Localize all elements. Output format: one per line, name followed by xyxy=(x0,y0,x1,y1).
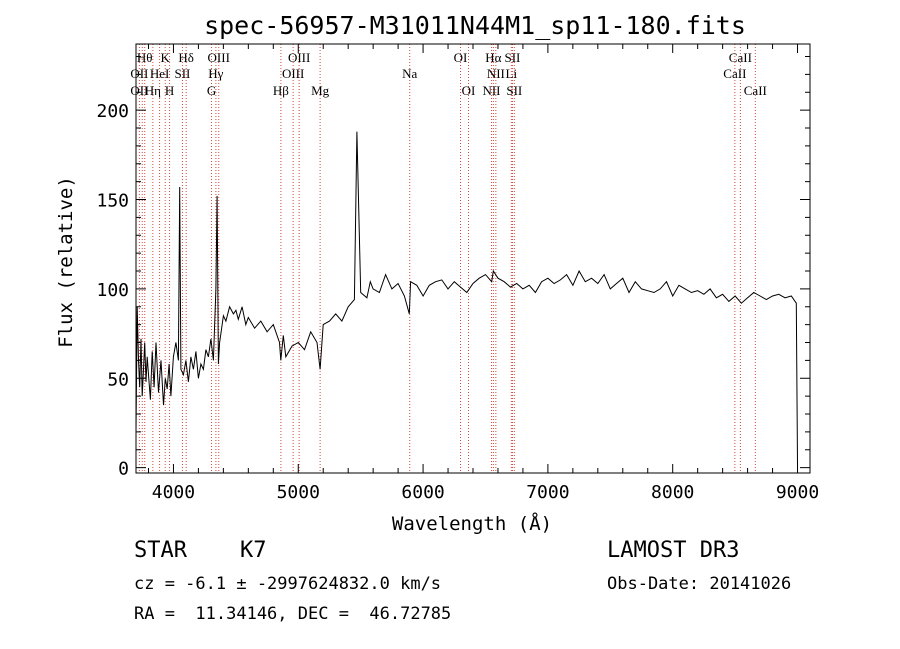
line-label: Na xyxy=(402,66,417,81)
survey-name: LAMOST DR3 xyxy=(607,538,740,563)
x-tick-label: 7000 xyxy=(526,482,569,503)
line-label: OI xyxy=(462,83,476,98)
line-label: Hη xyxy=(145,83,161,98)
y-axis-label: Flux (relative) xyxy=(55,176,77,348)
x-tick-label: 4000 xyxy=(152,482,195,503)
x-tick-label: 9000 xyxy=(776,482,819,503)
line-label: Hγ xyxy=(208,66,223,81)
coordinates-text: RA = 11.34146, DEC = 46.72785 xyxy=(134,604,452,624)
line-label: OI xyxy=(454,50,468,65)
observation-date: Obs-Date: 20141026 xyxy=(607,574,792,594)
plot-frame xyxy=(135,43,811,474)
x-tick-label: 5000 xyxy=(277,482,320,503)
line-label: CaII xyxy=(744,83,767,98)
line-label: NII xyxy=(482,83,500,98)
line-label: Hα xyxy=(485,50,501,65)
line-label: CaII xyxy=(729,50,752,65)
line-label: Mg xyxy=(311,83,330,98)
line-label: Hθ xyxy=(137,50,153,65)
y-tick-label: 100 xyxy=(96,280,129,301)
x-tick-label: 6000 xyxy=(401,482,444,503)
line-label: Hδ xyxy=(178,50,194,65)
line-label: Hβ xyxy=(273,83,289,98)
line-label: Li xyxy=(506,66,518,81)
x-tick-label: 8000 xyxy=(651,482,694,503)
y-tick-label: 200 xyxy=(96,101,129,122)
chart-title: spec-56957-M31011N44M1_sp11-180.fits xyxy=(204,11,746,40)
line-label: HeI xyxy=(150,66,170,81)
line-label: SII xyxy=(506,83,522,98)
line-label: OIII xyxy=(288,50,310,65)
line-label: SII xyxy=(174,66,190,81)
line-label: NII xyxy=(487,66,505,81)
y-tick-label: 0 xyxy=(118,459,129,480)
line-markers xyxy=(138,44,756,473)
line-label: OII xyxy=(130,83,148,98)
line-label: G xyxy=(207,83,216,98)
line-label: CaII xyxy=(723,66,746,81)
line-label: OIII xyxy=(282,66,304,81)
spectrum-series xyxy=(135,131,798,465)
line-label: OIII xyxy=(208,50,230,65)
y-tick-label: 50 xyxy=(107,369,129,390)
line-label: SII xyxy=(504,50,520,65)
line-label: H xyxy=(165,83,174,98)
x-axis-label: Wavelength (Å) xyxy=(392,512,552,535)
x-axis: 4000 5000 6000 7000 8000 9000 xyxy=(147,44,819,503)
line-label: K xyxy=(161,50,171,65)
y-tick-label: 150 xyxy=(96,191,129,212)
redshift-text: cz = -6.1 ± -2997624832.0 km/s xyxy=(134,574,442,594)
y-axis: 0 50 100 150 200 xyxy=(96,56,810,480)
object-subclass: K7 xyxy=(240,538,267,563)
line-label: OII xyxy=(130,66,148,81)
object-class: STAR xyxy=(134,538,187,563)
spectrum-line xyxy=(135,131,798,465)
